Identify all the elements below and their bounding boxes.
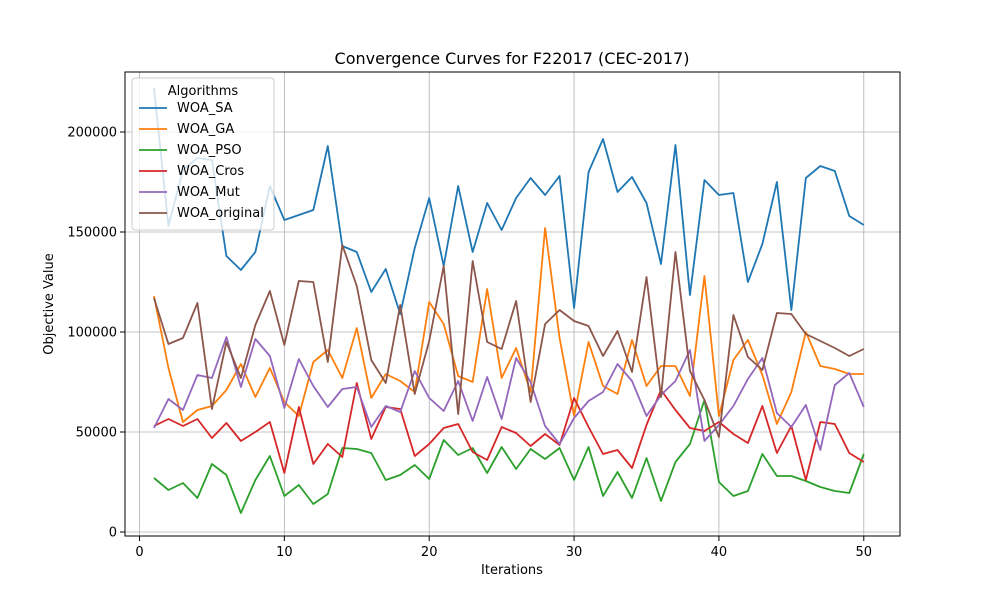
series-line-woa-cros — [153, 382, 865, 481]
chart-title: Convergence Curves for F22017 (CEC-2017) — [335, 49, 690, 68]
x-tick-label: 40 — [711, 545, 728, 560]
x-tick-label: 50 — [856, 545, 873, 560]
legend-label-woa-original: WOA_original — [177, 206, 264, 221]
y-tick-label: 150000 — [67, 226, 117, 241]
legend-title: Algorithms — [168, 84, 239, 99]
legend-box — [131, 77, 275, 231]
legend-label-woa-sa: WOA_SA — [177, 101, 233, 116]
x-tick-label: 20 — [421, 545, 438, 560]
y-tick-label: 200000 — [67, 126, 117, 141]
legend-label-woa-pso: WOA_PSO — [177, 143, 242, 158]
x-ticks: 0 10 20 30 40 50 — [135, 536, 872, 560]
series-line-woa-original — [153, 244, 865, 438]
y-ticks: 0 50000 100000 150000 200000 — [67, 126, 125, 541]
x-tick-label: 30 — [566, 545, 583, 560]
series-line-woa-ga — [153, 227, 864, 425]
legend: Algorithms WOA_SAWOA_GAWOA_PSOWOA_CrosWO… — [131, 77, 275, 231]
x-axis-label: Iterations — [481, 563, 543, 578]
y-tick-label: 50000 — [76, 426, 117, 441]
y-axis-label: Objective Value — [42, 253, 57, 354]
y-tick-label: 0 — [109, 526, 117, 541]
legend-items: WOA_SA WOA_GA WOA_PSO WOA_Cros WOA_Mut WOA_or… — [139, 101, 264, 221]
y-tick-label: 100000 — [67, 326, 117, 341]
x-tick-label: 0 — [135, 545, 143, 560]
legend-label-woa-cros: WOA_Cros — [177, 164, 244, 179]
plot-frame — [124, 71, 901, 537]
legend-label-woa-mut: WOA_Mut — [177, 185, 240, 200]
x-tick-label: 10 — [276, 545, 293, 560]
legend-label-woa-ga: WOA_GA — [177, 122, 234, 137]
series-line-woa-pso — [153, 399, 865, 514]
series-line-woa-mut — [153, 336, 865, 451]
